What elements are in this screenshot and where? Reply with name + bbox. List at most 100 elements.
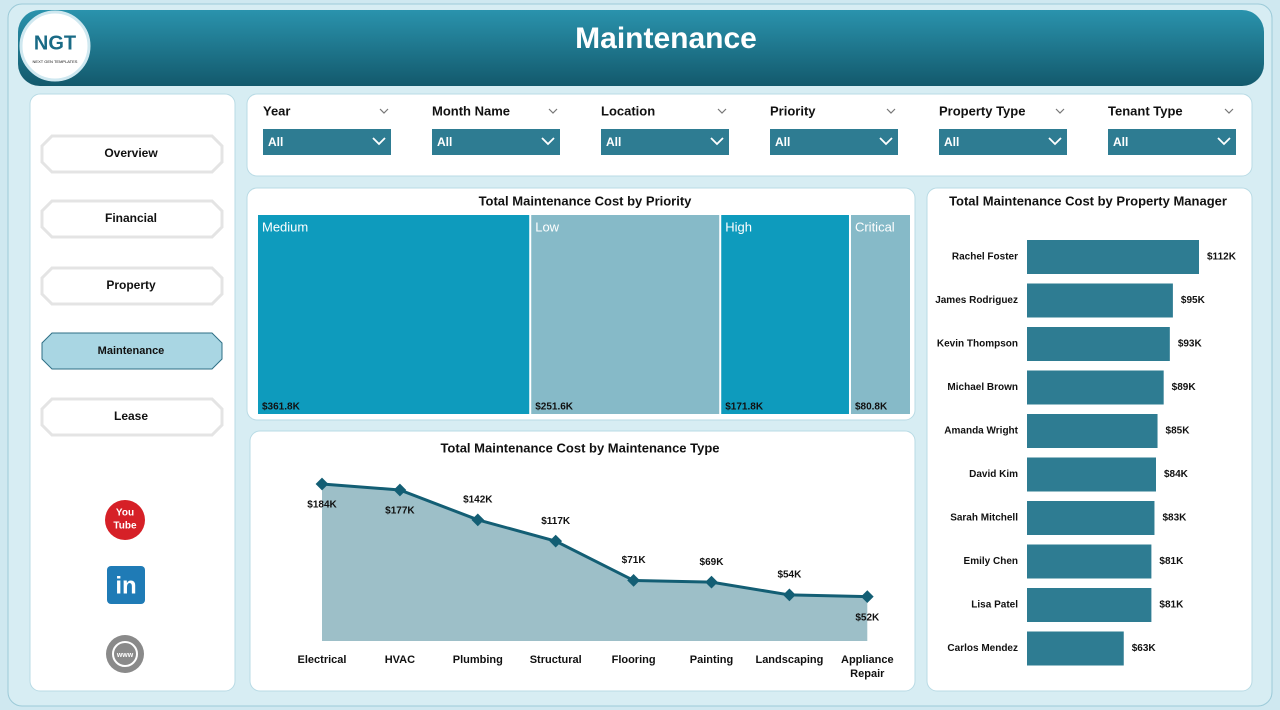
data-label: $95K xyxy=(1181,295,1206,306)
filter-value: All xyxy=(437,135,452,149)
treemap-cell xyxy=(850,215,910,414)
nav-label: Financial xyxy=(105,211,157,225)
filter-panel xyxy=(246,93,1253,177)
y-tick-label: Rachel Foster xyxy=(952,252,1018,263)
data-label: $177K xyxy=(385,506,415,517)
marker xyxy=(393,483,407,497)
logo xyxy=(19,10,91,82)
bar xyxy=(1027,544,1152,579)
data-label: $112K xyxy=(1207,252,1237,263)
filter-value: All xyxy=(268,135,283,149)
cell-label: Medium xyxy=(262,219,308,234)
filter-value: All xyxy=(775,135,790,149)
area xyxy=(322,484,868,641)
chevron xyxy=(379,108,389,114)
nav-label: Lease xyxy=(114,409,148,423)
chevron xyxy=(717,108,727,114)
linkedin-icon[interactable] xyxy=(107,566,145,604)
y-tick-label: Michael Brown xyxy=(947,382,1018,393)
bar xyxy=(1027,457,1156,492)
youtube-icon[interactable] xyxy=(105,500,145,540)
x-tick-label: HVAC xyxy=(384,654,416,666)
filter-dropdown[interactable] xyxy=(263,129,391,155)
web-text: www xyxy=(116,652,134,659)
chevron xyxy=(1055,108,1065,114)
treemap-cell xyxy=(721,215,849,414)
nav-label: Overview xyxy=(104,146,158,160)
treemap-cell xyxy=(531,215,720,414)
nav-button[interactable] xyxy=(40,134,224,174)
chevron xyxy=(1224,108,1234,114)
data-label: $142K xyxy=(463,494,493,505)
filter-dropdown[interactable] xyxy=(770,129,898,155)
bar xyxy=(1027,370,1164,405)
filter-dropdown[interactable] xyxy=(601,129,729,155)
bar xyxy=(1027,240,1199,274)
nav-button[interactable] xyxy=(40,397,224,437)
chart-title: Total Maintenance Cost by Priority xyxy=(479,193,693,208)
y-tick-label: David Kim xyxy=(969,469,1018,480)
marker xyxy=(315,477,329,491)
nav-label: Maintenance xyxy=(98,345,165,357)
y-tick-label: Carlos Mendez xyxy=(947,643,1018,654)
data-label: $85K xyxy=(1166,426,1191,437)
x-tick-label: Plumbing xyxy=(452,654,503,666)
filter-dropdown[interactable] xyxy=(432,129,560,155)
data-label: $117K xyxy=(541,516,571,527)
linkedin-text: in xyxy=(115,572,136,599)
filter-label: Priority xyxy=(770,103,816,118)
chevron xyxy=(548,108,558,114)
y-tick-label: Lisa Patel xyxy=(971,600,1018,611)
data-label: $52K xyxy=(855,612,880,623)
nav-button[interactable] xyxy=(41,332,223,370)
bar xyxy=(1027,501,1155,535)
y-tick-label: Kevin Thompson xyxy=(937,339,1018,350)
data-label: $54K xyxy=(777,570,802,581)
filter-label: Year xyxy=(263,103,290,118)
data-label: $69K xyxy=(700,557,725,568)
web-icon[interactable] xyxy=(106,635,144,673)
filter-dropdown[interactable] xyxy=(1108,129,1236,155)
chevron xyxy=(879,137,893,146)
chevron xyxy=(1048,137,1062,146)
chevron xyxy=(1217,137,1231,146)
y-tick-label: James Rodriguez xyxy=(935,295,1018,306)
filter-value: All xyxy=(1113,135,1128,149)
globe xyxy=(112,641,138,667)
data-label: $71K xyxy=(622,555,647,566)
chevron xyxy=(710,137,724,146)
x-tick-label: Flooring xyxy=(611,654,656,666)
nav-button[interactable] xyxy=(40,266,224,306)
cell-label: Critical xyxy=(855,219,895,234)
filter-dropdown[interactable] xyxy=(939,129,1067,155)
y-tick-label: Emily Chen xyxy=(964,556,1018,567)
nav-panel xyxy=(29,93,236,692)
header xyxy=(18,10,1264,86)
nav-button[interactable] xyxy=(40,199,224,239)
data-label: $63K xyxy=(1132,643,1157,654)
nav-label: Property xyxy=(106,278,156,292)
filter-label: Month Name xyxy=(432,103,510,118)
data-label: $84K xyxy=(1164,469,1189,480)
data-label: $184K xyxy=(307,500,337,511)
logo-text: NGT xyxy=(34,32,76,54)
bar xyxy=(1027,588,1152,622)
cell-label: High xyxy=(725,219,752,234)
cell-value: $80.8K xyxy=(855,402,888,413)
y-tick-label: Amanda Wright xyxy=(944,426,1018,437)
bar xyxy=(1027,414,1158,448)
chart-title: Total Maintenance Cost by Property Manag… xyxy=(949,193,1227,208)
treemap-cell xyxy=(258,215,530,414)
filter-label: Location xyxy=(601,103,655,118)
filter-value: All xyxy=(606,135,621,149)
data-label: $81K xyxy=(1159,600,1184,611)
chevron xyxy=(372,137,386,146)
youtube-text: Tube xyxy=(113,521,137,532)
cell-label: Low xyxy=(535,219,559,234)
logo-sub: NEXT GEN TEMPLATES xyxy=(33,59,78,64)
chevron xyxy=(541,137,555,146)
page-title: Maintenance xyxy=(575,22,757,55)
x-tick-label: Electrical xyxy=(297,654,347,666)
